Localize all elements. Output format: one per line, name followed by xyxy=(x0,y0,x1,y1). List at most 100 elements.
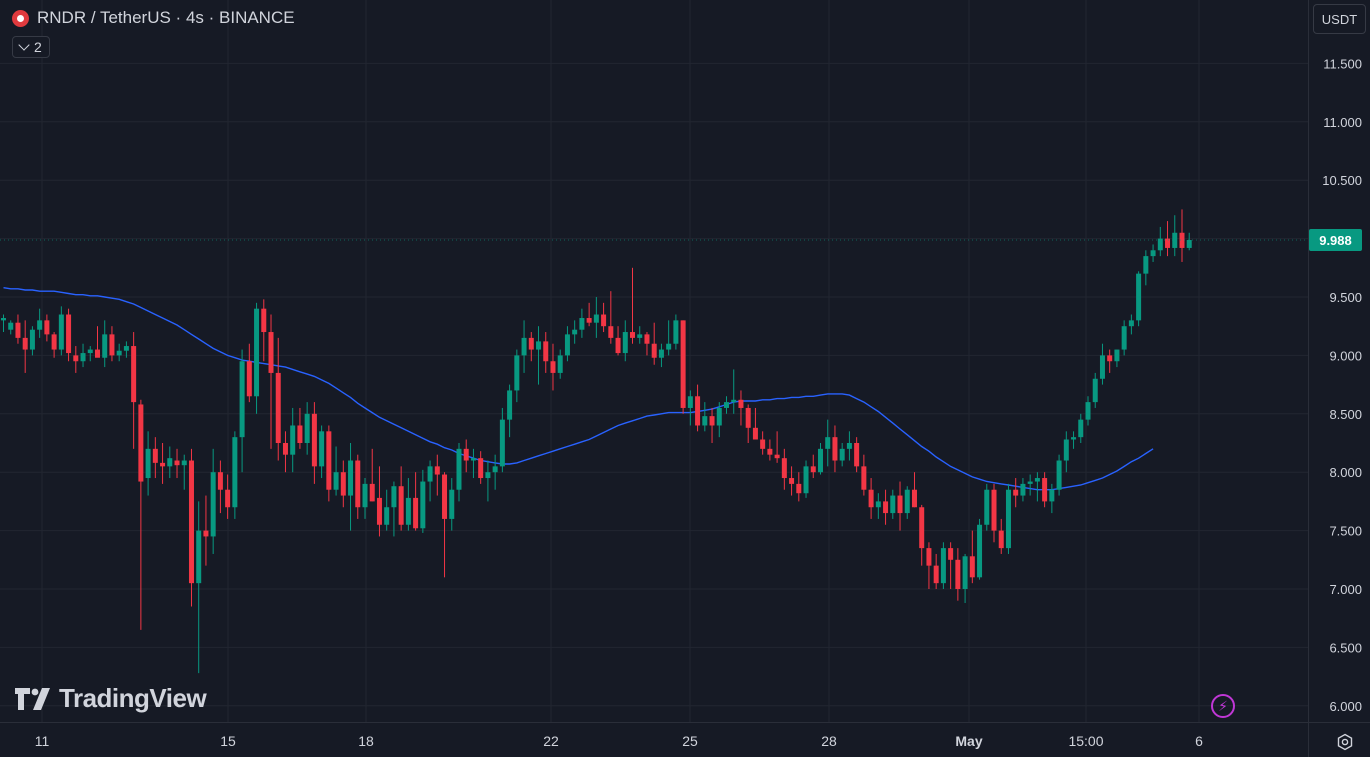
y-tick-label: 6.500 xyxy=(1329,640,1362,655)
candle-body xyxy=(304,413,310,443)
candle xyxy=(658,343,664,368)
candle xyxy=(311,402,317,484)
candle-body xyxy=(854,443,860,467)
candle-body xyxy=(1085,402,1091,420)
candle xyxy=(80,343,86,368)
settings-gear-icon[interactable] xyxy=(1335,732,1355,752)
candle-body xyxy=(969,556,975,578)
candle xyxy=(695,384,701,432)
indicators-toggle-button[interactable]: 2 xyxy=(12,36,50,58)
candle-body xyxy=(442,474,448,519)
candle-body xyxy=(846,443,852,449)
candle xyxy=(593,297,599,338)
symbol-title[interactable]: RNDR / TetherUS · 4s · BINANCE xyxy=(37,8,295,27)
candle xyxy=(1005,483,1011,554)
candle xyxy=(138,399,144,630)
candle-body xyxy=(883,501,889,514)
candle-body xyxy=(521,337,527,356)
candle-body xyxy=(564,334,570,356)
candle xyxy=(731,369,737,414)
candle xyxy=(514,349,520,403)
candle xyxy=(282,431,288,473)
candle xyxy=(470,448,476,479)
candle-body xyxy=(420,481,426,529)
candle-body xyxy=(651,343,657,358)
candle xyxy=(521,320,527,373)
candle-body xyxy=(709,416,715,426)
candle xyxy=(326,425,332,502)
candle xyxy=(883,489,889,525)
candle xyxy=(861,454,867,496)
candle xyxy=(304,402,310,455)
x-tick-label: 28 xyxy=(821,733,837,749)
candle-body xyxy=(225,489,231,508)
y-tick-label: 9.000 xyxy=(1329,348,1362,363)
candle-body xyxy=(1179,232,1185,248)
candle xyxy=(810,454,816,479)
candle-body xyxy=(1078,419,1084,438)
candle-body xyxy=(731,399,737,403)
candle xyxy=(239,349,245,473)
candle-body xyxy=(644,334,650,344)
candle xyxy=(846,431,852,461)
candle-body xyxy=(1150,250,1156,257)
candle xyxy=(217,460,223,514)
candle xyxy=(1186,232,1192,251)
candle-body xyxy=(492,466,498,473)
candle xyxy=(66,308,72,362)
candle xyxy=(37,308,43,338)
candle xyxy=(225,474,231,519)
y-tick-label: 8.500 xyxy=(1329,407,1362,422)
candle-body xyxy=(637,334,643,338)
candle xyxy=(131,332,137,449)
candle xyxy=(145,431,151,496)
candle-body xyxy=(319,431,325,467)
candle-body xyxy=(485,472,491,479)
candle-body xyxy=(666,343,672,350)
candle-body xyxy=(1092,378,1098,403)
candle-body xyxy=(767,448,773,455)
candle xyxy=(391,481,397,537)
tradingview-logo[interactable]: TradingView xyxy=(15,683,207,714)
candle-body xyxy=(955,559,961,589)
candle xyxy=(174,448,180,479)
candle xyxy=(1157,226,1163,257)
candle xyxy=(478,451,484,484)
candle-body xyxy=(550,361,556,373)
candle xyxy=(803,460,809,498)
candle-body xyxy=(261,308,267,333)
candle-body xyxy=(1114,349,1120,362)
candle-body xyxy=(586,318,592,323)
candle xyxy=(911,472,917,508)
candle xyxy=(1172,215,1178,257)
x-tick-label: May xyxy=(955,733,982,749)
last-price-label: 9.988 xyxy=(1309,229,1362,251)
candle xyxy=(160,443,166,484)
candle xyxy=(254,302,260,414)
candle-body xyxy=(514,355,520,391)
candle-body xyxy=(593,314,599,323)
candle xyxy=(1150,244,1156,262)
candle xyxy=(774,431,780,463)
candle-body xyxy=(890,495,896,514)
candle-body xyxy=(760,439,766,449)
candle-body xyxy=(810,466,816,473)
candle xyxy=(434,454,440,496)
candle-body xyxy=(977,524,983,578)
currency-button[interactable]: USDT xyxy=(1313,4,1366,34)
lightning-icon[interactable]: ⚡ xyxy=(1211,694,1235,718)
candle xyxy=(817,443,823,475)
candle xyxy=(232,431,238,519)
candle-body xyxy=(507,390,513,420)
candle-body xyxy=(80,353,86,362)
candle xyxy=(427,460,433,502)
candle xyxy=(789,466,795,496)
candle xyxy=(767,439,773,461)
candle xyxy=(557,349,563,379)
candle-body xyxy=(1128,320,1134,327)
candle xyxy=(87,346,93,362)
candle xyxy=(977,518,983,580)
candle-body xyxy=(232,437,238,508)
candle-body xyxy=(825,437,831,449)
